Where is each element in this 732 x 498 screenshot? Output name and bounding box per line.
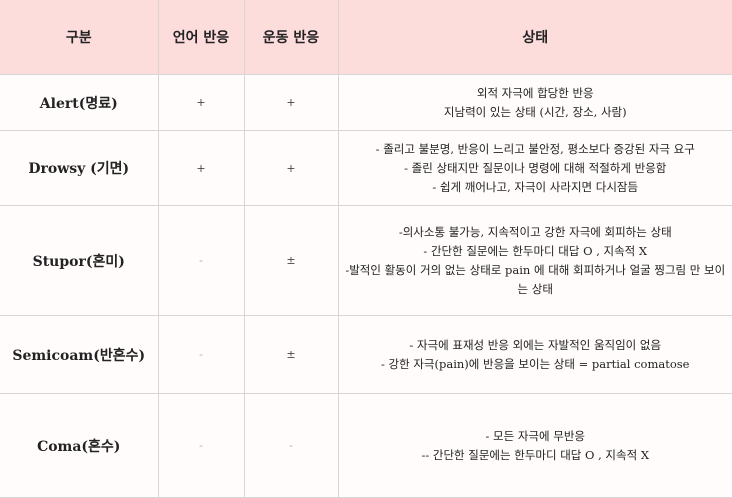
header-motor-response: 운동 반응 xyxy=(243,0,339,75)
state-line: - 쉽게 깨어나고, 자극이 사라지면 다시잠듬 xyxy=(432,179,639,194)
verbal-response-cell: + xyxy=(157,130,245,206)
motor-response-cell: + xyxy=(243,74,339,131)
header-row: 구분 언어 반응 운동 반응 상태 xyxy=(0,0,732,75)
motor-response-cell: + xyxy=(243,130,339,206)
verbal-response-cell: + xyxy=(157,74,245,131)
table-row: Stupor(혼미) - ± -의사소통 불가능, 지속적이고 강한 자극에 회피하는… xyxy=(0,205,732,316)
state-line: -- 간단한 질문에는 한두마디 대답 O , 지속적 X xyxy=(421,447,650,462)
state-line: 지남력이 있는 상태 (시간, 장소, 사람) xyxy=(443,104,627,119)
state-line: - 자극에 표재성 반응 외에는 자발적인 움직임이 없음 xyxy=(409,337,662,352)
state-cell: - 졸리고 불분명, 반응이 느리고 불안정, 평소보다 증강된 자극 요구 - … xyxy=(337,130,732,206)
state-line: - 졸린 상태지만 질문이나 명령에 대해 적절하게 반응함 xyxy=(404,160,667,175)
state-line: -발적인 활동이 거의 없는 상태로 pain 에 대해 회피하거나 얼굴 찡그… xyxy=(345,262,726,296)
motor-response-cell: ± xyxy=(243,315,339,394)
verbal-response-cell: - xyxy=(157,205,245,316)
state-cell: - 모든 자극에 무반응 -- 간단한 질문에는 한두마디 대답 O , 지속적 … xyxy=(337,393,732,498)
row-label: Drowsy (기면) xyxy=(0,130,159,206)
header-verbal-response: 언어 반응 xyxy=(157,0,245,75)
row-label: Alert(명료) xyxy=(0,74,159,131)
verbal-response-cell: - xyxy=(157,393,245,498)
row-label: Coma(혼수) xyxy=(0,393,159,498)
header-category: 구분 xyxy=(0,0,159,75)
table-row: Semicoam(반혼수) - ± - 자극에 표재성 반응 외에는 자발적인 움직임… xyxy=(0,315,732,394)
state-cell: - 자극에 표재성 반응 외에는 자발적인 움직임이 없음 - 강한 자극(pai… xyxy=(337,315,732,394)
state-line: -의사소통 불가능, 지속적이고 강한 자극에 회피하는 상태 xyxy=(398,224,672,239)
state-line: 외적 자극에 합당한 반응 xyxy=(476,85,594,100)
state-line: - 간단한 질문에는 한두마디 대답 O , 지속적 X xyxy=(423,243,648,258)
row-label: Semicoam(반혼수) xyxy=(0,315,159,394)
state-line: - 강한 자극(pain)에 반응을 보이는 상태 = partial coma… xyxy=(380,356,690,371)
motor-response-cell: ± xyxy=(243,205,339,316)
table-row: Coma(혼수) - - - 모든 자극에 무반응 -- 간단한 질문에는 한두마디 대… xyxy=(0,393,732,498)
state-line: - 모든 자극에 무반응 xyxy=(485,428,586,443)
table-row: Drowsy (기면) + + - 졸리고 불분명, 반응이 느리고 불안정, 평소보… xyxy=(0,130,732,206)
motor-response-cell: - xyxy=(243,393,339,498)
state-cell: -의사소통 불가능, 지속적이고 강한 자극에 회피하는 상태 - 간단한 질문에… xyxy=(337,205,732,316)
row-label: Stupor(혼미) xyxy=(0,205,159,316)
state-line: - 졸리고 불분명, 반응이 느리고 불안정, 평소보다 증강된 자극 요구 xyxy=(375,141,695,156)
table-row: Alert(명료) + + 외적 자극에 합당한 반응 지남력이 있는 상태 (시간, … xyxy=(0,74,732,131)
header-state: 상태 xyxy=(337,0,732,75)
verbal-response-cell: - xyxy=(157,315,245,394)
